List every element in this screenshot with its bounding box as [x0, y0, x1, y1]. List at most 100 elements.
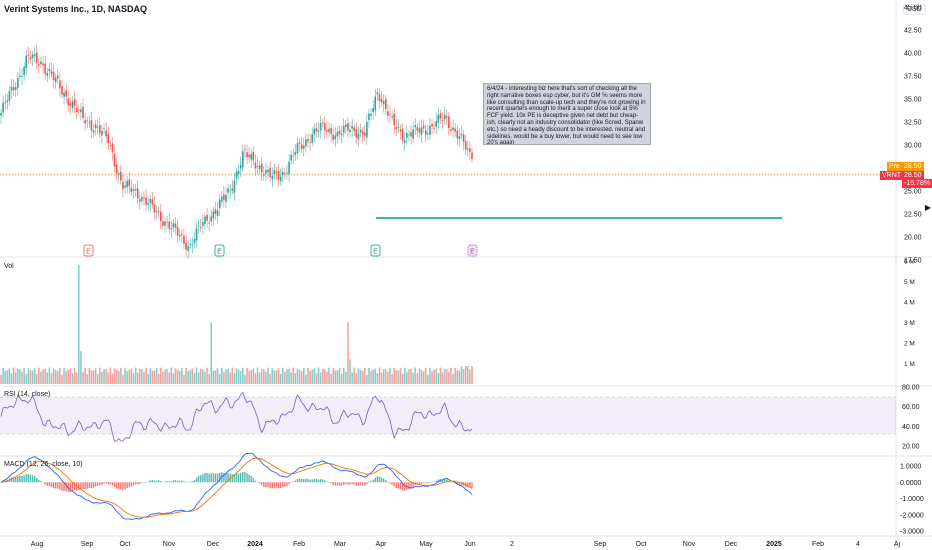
- candle[interactable]: [458, 128, 461, 147]
- candle[interactable]: [279, 168, 282, 186]
- price-axis[interactable]: 47.5045.0042.5040.0037.5035.0032.5030.00…: [904, 0, 922, 265]
- candle[interactable]: [275, 166, 278, 181]
- candle[interactable]: [315, 122, 318, 139]
- candle[interactable]: [6, 94, 9, 110]
- candle[interactable]: [250, 148, 253, 168]
- candle[interactable]: [469, 141, 471, 160]
- candle[interactable]: [357, 125, 360, 147]
- candle[interactable]: [124, 179, 126, 194]
- candle[interactable]: [384, 94, 387, 115]
- candle[interactable]: [56, 68, 59, 85]
- candle[interactable]: [77, 104, 80, 116]
- candle[interactable]: [147, 196, 149, 212]
- candle[interactable]: [433, 122, 435, 134]
- candle[interactable]: [189, 238, 192, 250]
- candle[interactable]: [462, 129, 465, 151]
- candle[interactable]: [122, 173, 124, 198]
- candle[interactable]: [466, 140, 469, 157]
- candle[interactable]: [361, 126, 364, 143]
- candle[interactable]: [406, 125, 408, 145]
- candle[interactable]: [19, 67, 21, 82]
- candle[interactable]: [191, 236, 194, 254]
- earnings-marker[interactable]: E: [214, 244, 225, 257]
- candle[interactable]: [410, 125, 412, 145]
- earnings-marker[interactable]: E: [370, 244, 381, 257]
- candle[interactable]: [80, 103, 82, 121]
- candle[interactable]: [345, 119, 347, 135]
- candle[interactable]: [14, 81, 17, 97]
- candle[interactable]: [113, 145, 116, 173]
- candle[interactable]: [349, 121, 351, 138]
- candle[interactable]: [84, 112, 86, 131]
- candle[interactable]: [141, 192, 143, 205]
- candle[interactable]: [86, 116, 89, 129]
- candle[interactable]: [162, 213, 164, 231]
- candle[interactable]: [170, 220, 173, 238]
- candle[interactable]: [401, 123, 404, 145]
- candle[interactable]: [372, 100, 374, 121]
- candle[interactable]: [185, 234, 187, 257]
- candle[interactable]: [208, 214, 210, 232]
- candle[interactable]: [311, 126, 313, 147]
- earnings-marker[interactable]: E: [83, 244, 94, 257]
- candle[interactable]: [109, 140, 112, 150]
- candle[interactable]: [130, 179, 133, 196]
- candle[interactable]: [300, 136, 303, 153]
- rsi-pane-label[interactable]: RSI (14, close): [4, 391, 51, 398]
- candle[interactable]: [105, 122, 107, 144]
- candle[interactable]: [281, 166, 284, 184]
- candle[interactable]: [149, 194, 152, 211]
- candle[interactable]: [424, 125, 427, 143]
- candle[interactable]: [265, 163, 267, 182]
- candle[interactable]: [351, 118, 353, 137]
- candle[interactable]: [63, 88, 65, 105]
- candle[interactable]: [151, 191, 154, 210]
- candle[interactable]: [42, 55, 44, 74]
- time-axis[interactable]: Aug Sep Oct Nov Dec 2024 Feb Mar Apr May Jun 2 Sep Oc…: [31, 541, 901, 548]
- candle[interactable]: [336, 126, 339, 144]
- candle[interactable]: [69, 97, 72, 114]
- candle[interactable]: [92, 123, 95, 138]
- candle[interactable]: [252, 146, 255, 166]
- candle[interactable]: [471, 148, 473, 163]
- candle[interactable]: [399, 124, 402, 140]
- candle[interactable]: [359, 123, 362, 138]
- candle[interactable]: [166, 215, 168, 230]
- candle[interactable]: [263, 166, 265, 181]
- candle[interactable]: [450, 121, 452, 136]
- candle[interactable]: [29, 50, 32, 64]
- candle[interactable]: [101, 125, 103, 144]
- candle[interactable]: [199, 218, 202, 233]
- candle[interactable]: [246, 144, 248, 165]
- candle[interactable]: [206, 207, 208, 228]
- candle[interactable]: [136, 180, 139, 205]
- candle[interactable]: [0, 109, 2, 124]
- candle[interactable]: [202, 214, 204, 235]
- candle[interactable]: [82, 98, 84, 123]
- candle[interactable]: [128, 171, 131, 195]
- candle[interactable]: [267, 165, 269, 180]
- candle[interactable]: [454, 122, 456, 138]
- candle[interactable]: [126, 176, 128, 194]
- candle[interactable]: [313, 123, 316, 143]
- candle[interactable]: [418, 120, 421, 139]
- candle[interactable]: [52, 64, 55, 88]
- candle[interactable]: [408, 130, 410, 142]
- candle[interactable]: [59, 72, 61, 97]
- candle[interactable]: [363, 124, 366, 142]
- candle[interactable]: [2, 95, 4, 118]
- text-note[interactable]: 6/4/24 - interesting biz here that's sor…: [483, 83, 651, 145]
- candle[interactable]: [456, 125, 459, 146]
- candle[interactable]: [138, 191, 141, 210]
- candle[interactable]: [441, 113, 444, 130]
- candle[interactable]: [286, 164, 288, 180]
- candle[interactable]: [181, 229, 183, 244]
- candle[interactable]: [164, 216, 166, 234]
- candle[interactable]: [414, 118, 417, 136]
- candle[interactable]: [332, 127, 335, 145]
- candle[interactable]: [353, 123, 356, 136]
- candle[interactable]: [40, 56, 42, 69]
- candle[interactable]: [258, 161, 261, 175]
- candle[interactable]: [393, 108, 396, 134]
